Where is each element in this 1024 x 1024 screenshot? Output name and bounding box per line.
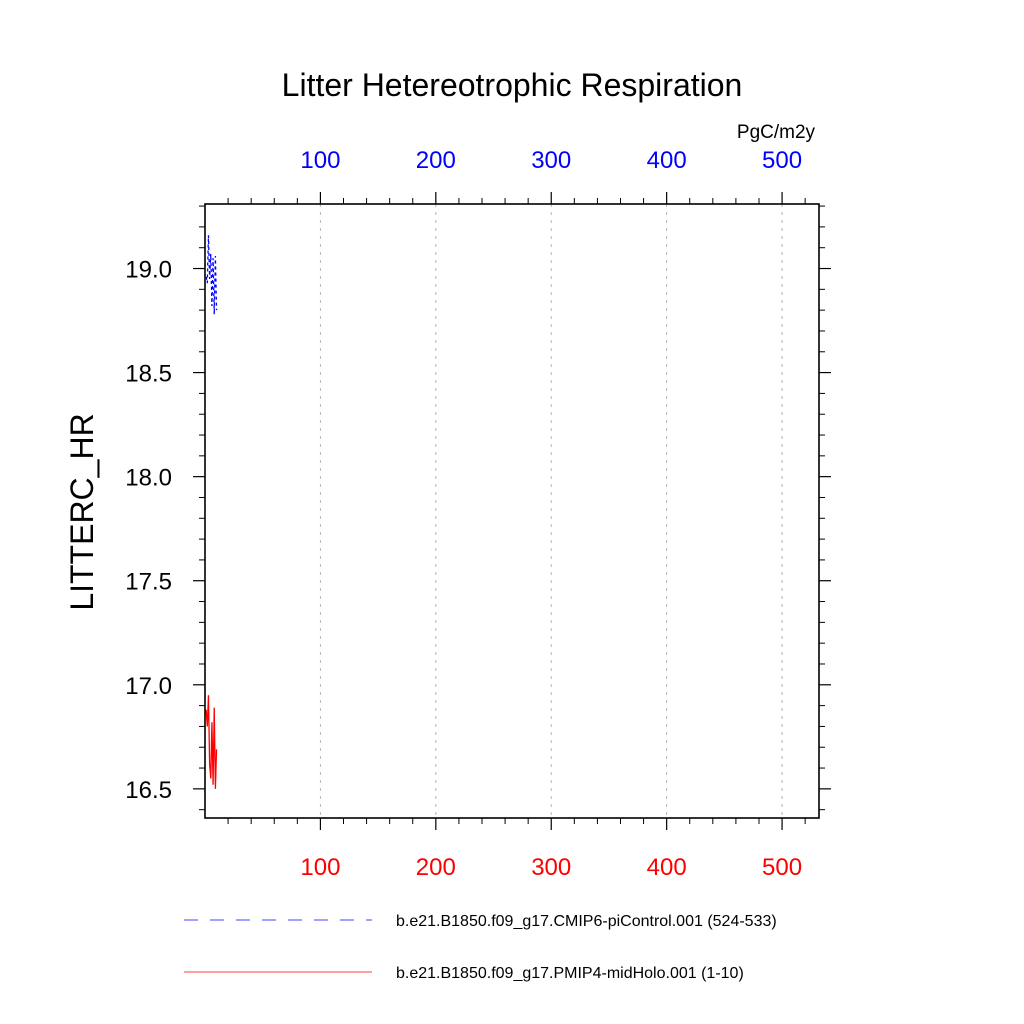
x-tick-label-top: 400: [647, 147, 687, 174]
x-tick-label-bottom: 500: [762, 854, 802, 881]
x-tick-label-top: 100: [300, 147, 340, 174]
legend-label-2: b.e21.B1850.f09_g17.PMIP4-midHolo.001 (1…: [396, 965, 744, 982]
axis-ticks: [193, 192, 831, 830]
x-tick-label-bottom: 200: [416, 854, 456, 881]
x-tick-label-top: 500: [762, 147, 802, 174]
x-tick-label-top: 200: [416, 147, 456, 174]
x-tick-label-bottom: 400: [647, 854, 687, 881]
grid-lines: [319, 204, 783, 818]
y-tick-label: 17.0: [125, 673, 172, 700]
y-tick-label: 16.5: [125, 777, 172, 804]
series-line-2: [205, 695, 218, 789]
series-line-1: [205, 235, 218, 315]
x-tick-label-bottom: 300: [531, 854, 571, 881]
units-label: PgC/m2y: [737, 122, 816, 143]
y-tick-label: 18.5: [125, 361, 172, 388]
y-axis-label: LITTERC_HR: [64, 413, 100, 610]
x-tick-label-top: 300: [531, 147, 571, 174]
plot-frame: [204, 203, 820, 819]
chart-title: Litter Hetereotrophic Respiration: [282, 67, 743, 103]
legend-label-1: b.e21.B1850.f09_g17.CMIP6-piControl.001 …: [396, 913, 777, 930]
series-lines: [205, 235, 218, 789]
x-tick-label-bottom: 100: [300, 854, 340, 881]
y-tick-label: 19.0: [125, 257, 172, 284]
legend: b.e21.B1850.f09_g17.CMIP6-piControl.001 …: [184, 913, 777, 982]
y-tick-label: 18.0: [125, 465, 172, 492]
tick-labels: 100 100 200 200 300 300 400 400 500 500 16.5 17.0 17…: [125, 147, 802, 881]
y-tick-label: 17.5: [125, 569, 172, 596]
